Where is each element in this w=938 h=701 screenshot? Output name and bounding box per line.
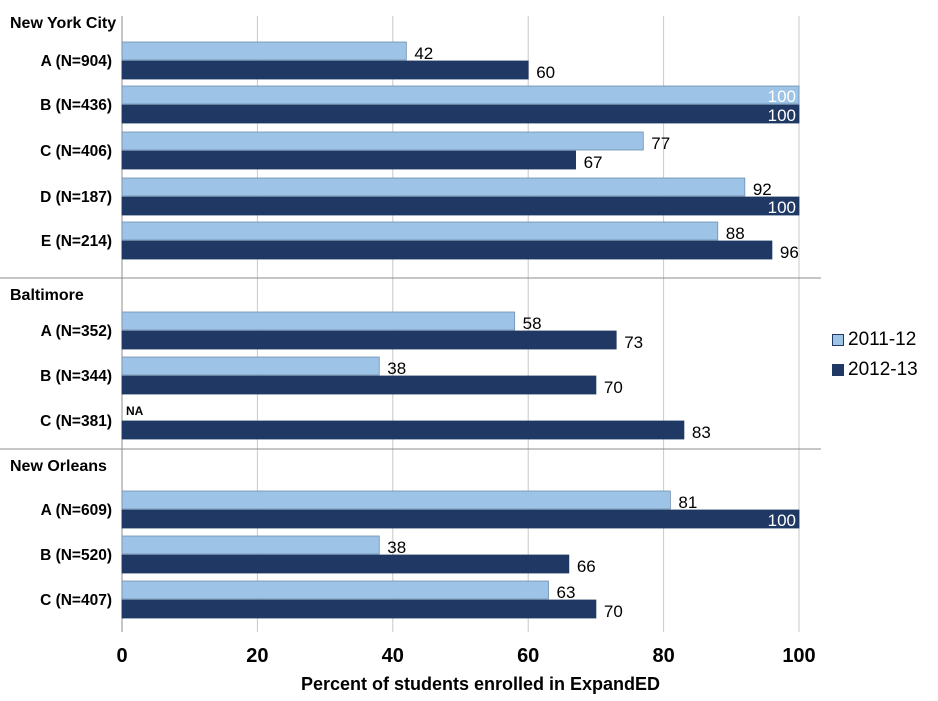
bar — [121, 580, 549, 600]
bar — [121, 150, 576, 170]
data-label: 77 — [651, 134, 670, 153]
bar — [121, 490, 671, 510]
bar — [121, 509, 800, 529]
data-label: 38 — [387, 359, 406, 378]
category-label: C (N=381) — [40, 413, 112, 430]
data-label: 66 — [577, 557, 596, 576]
bar — [121, 420, 685, 440]
x-tick-label: 80 — [652, 645, 674, 667]
data-label: 60 — [536, 63, 555, 82]
legend: 2011-12 2012-13 — [832, 325, 918, 385]
group-title: New Orleans — [10, 458, 107, 475]
legend-item-2012-13: 2012-13 — [832, 355, 918, 385]
bar — [121, 41, 407, 61]
legend-swatch-2012-13 — [832, 364, 844, 376]
data-label: 63 — [557, 583, 576, 602]
bar — [121, 356, 380, 376]
category-label: C (N=407) — [40, 592, 112, 609]
data-label: 100 — [768, 106, 796, 125]
data-label: 81 — [678, 493, 697, 512]
data-label: 100 — [768, 511, 796, 530]
bar — [121, 535, 380, 555]
bar — [121, 221, 719, 241]
category-label: B (N=520) — [40, 547, 112, 564]
category-label: E (N=214) — [41, 233, 112, 250]
data-label: 83 — [692, 423, 711, 442]
bar — [121, 311, 516, 331]
bar — [121, 330, 617, 350]
bar — [121, 375, 597, 395]
data-label: 38 — [387, 538, 406, 557]
legend-label-2011-12: 2011-12 — [848, 329, 917, 350]
x-tick-label: 40 — [382, 645, 404, 667]
group-title: New York City — [10, 15, 116, 32]
data-label: 96 — [780, 243, 799, 262]
data-label: 88 — [726, 224, 745, 243]
legend-swatch-2011-12 — [832, 334, 844, 346]
data-label: 67 — [584, 153, 603, 172]
legend-label-2012-13: 2012-13 — [848, 359, 918, 380]
data-label: 100 — [768, 87, 796, 106]
category-label: B (N=344) — [40, 368, 112, 385]
bar — [121, 196, 800, 216]
bar — [121, 131, 644, 151]
group-title: Baltimore — [10, 287, 84, 304]
x-tick-label: 0 — [116, 645, 127, 667]
bar — [121, 177, 746, 197]
bar — [121, 60, 529, 80]
bar — [121, 104, 800, 124]
x-tick-label: 20 — [246, 645, 268, 667]
bar — [121, 85, 800, 105]
bar — [121, 599, 597, 619]
data-label: 92 — [753, 180, 772, 199]
category-label: B (N=436) — [40, 97, 112, 114]
x-tick-label: 60 — [517, 645, 539, 667]
data-label: 73 — [624, 333, 643, 352]
bar — [121, 554, 570, 574]
x-tick-label: 100 — [782, 645, 815, 667]
x-axis-title: Percent of students enrolled in ExpandED — [301, 674, 660, 694]
legend-item-2011-12: 2011-12 — [832, 325, 918, 355]
data-label: 70 — [604, 602, 623, 621]
data-label: 100 — [768, 198, 796, 217]
category-label: C (N=406) — [40, 143, 112, 160]
bar — [121, 240, 773, 260]
category-label: A (N=609) — [41, 502, 112, 519]
category-label: A (N=904) — [41, 53, 112, 70]
data-label: 58 — [523, 314, 542, 333]
category-label: A (N=352) — [41, 323, 112, 340]
na-label: NA — [126, 404, 144, 418]
category-label: D (N=187) — [40, 189, 112, 206]
data-label: 42 — [414, 44, 433, 63]
data-label: 70 — [604, 378, 623, 397]
